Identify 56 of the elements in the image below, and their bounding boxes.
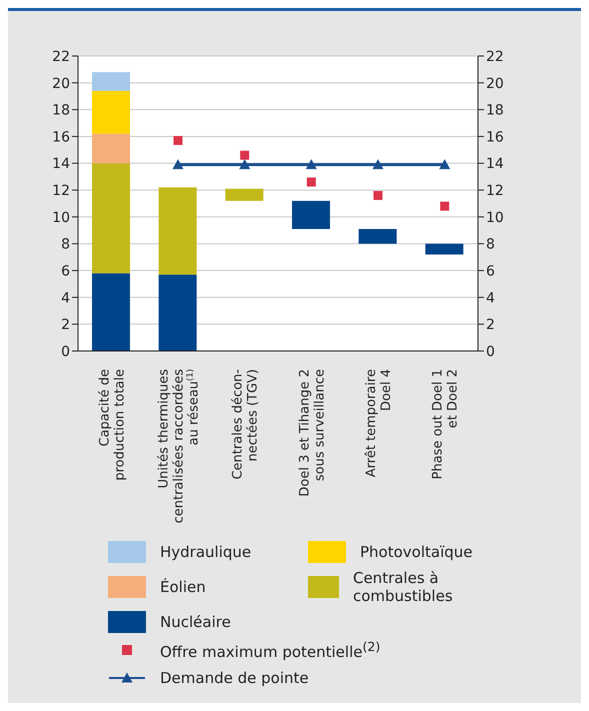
- x-tick-label: Phase out Doel 1 et Doel 2: [430, 369, 461, 480]
- y-tick-label: 14: [52, 156, 70, 172]
- y-tick-label: 20: [52, 76, 70, 92]
- bar: [358, 228, 397, 244]
- y2-tick-label: 10: [486, 210, 504, 226]
- point: [372, 159, 384, 170]
- point: [239, 159, 250, 170]
- point: [306, 178, 316, 187]
- bar: [92, 90, 130, 134]
- point: [306, 159, 317, 170]
- legend-label: Offre maximum potentielle$^{(2)}$: [160, 639, 380, 661]
- y-tick-label: 8: [61, 236, 70, 253]
- y2-tick-label: 22: [486, 48, 504, 65]
- x-tick-label: Arrêt temporaire Doel 4: [364, 369, 394, 478]
- y2-tick-label: 4: [486, 290, 495, 306]
- point: [439, 159, 450, 170]
- legend-label: Nucléaire: [160, 613, 231, 631]
- y-tick-label: 2: [61, 317, 70, 334]
- y-tick-label: 0: [61, 344, 70, 360]
- bar: [92, 72, 130, 91]
- bar: [425, 244, 464, 254]
- bar: [292, 200, 330, 229]
- y2-tick-label: 18: [486, 102, 504, 119]
- y-tick-label: 6: [61, 264, 70, 280]
- bar: [92, 134, 130, 164]
- point: [240, 150, 250, 160]
- y-tick-label: 22: [52, 48, 70, 65]
- legend-label: Photovoltaïque: [360, 543, 473, 561]
- y2-tick-label: 0: [486, 344, 495, 360]
- y-tick-label: 10: [52, 210, 70, 226]
- y-tick-label: 4: [61, 290, 70, 306]
- point: [172, 159, 184, 170]
- legend-label: Éolien: [160, 578, 206, 596]
- x-tick-label: Capacité de production totale: [97, 369, 128, 481]
- legend-label: Hydraulique: [160, 543, 252, 561]
- y-tick-label: 12: [52, 183, 70, 200]
- bar: [225, 188, 264, 201]
- point: [440, 202, 450, 211]
- y2-tick-label: 20: [486, 76, 504, 92]
- y-tick-label: 18: [52, 102, 70, 119]
- point: [174, 136, 182, 145]
- legend-label: Demande de pointe: [160, 669, 309, 687]
- y2-tick-label: 14: [486, 156, 504, 172]
- bar: [158, 187, 197, 275]
- point: [374, 190, 382, 200]
- y2-tick-label: 2: [486, 317, 495, 334]
- x-tick-label: Centrales décon- nectées (TGV): [230, 368, 261, 480]
- legend-label: Centrales à combustibles: [352, 569, 453, 605]
- y-tick-label: 16: [52, 129, 70, 146]
- bar: [158, 274, 197, 351]
- y2-tick-label: 8: [486, 236, 495, 253]
- y2-tick-label: 6: [486, 264, 495, 280]
- y2-tick-label: 16: [486, 129, 504, 146]
- bar: [92, 163, 130, 274]
- y2-tick-label: 12: [486, 183, 504, 200]
- bar: [92, 273, 130, 351]
